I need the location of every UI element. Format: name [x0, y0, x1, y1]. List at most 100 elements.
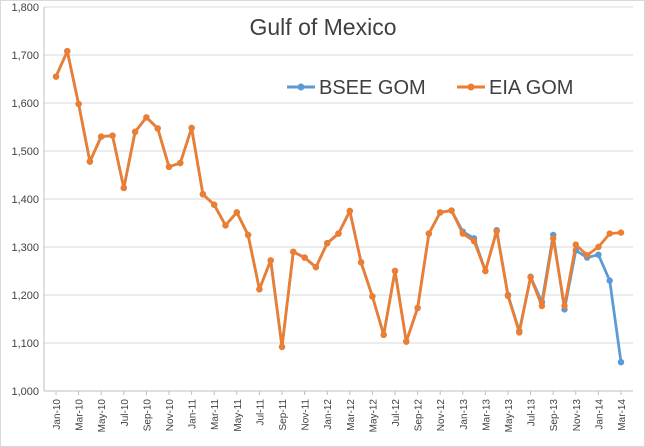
x-tick-label: May-12 [368, 399, 379, 433]
data-point [606, 277, 613, 284]
data-point [256, 286, 263, 293]
data-point [188, 124, 195, 132]
data-point [482, 267, 489, 275]
x-tick-label: Jan-11 [188, 399, 199, 429]
data-point [606, 230, 613, 237]
x-tick-label: Nov-12 [436, 399, 447, 432]
data-point [437, 209, 444, 216]
data-point [98, 133, 105, 140]
x-tick-label: Sep-10 [142, 399, 153, 432]
data-point [278, 343, 286, 351]
x-tick-label: Mar-12 [346, 399, 357, 431]
x-tick-label: Nov-10 [165, 399, 176, 432]
legend-swatch-marker [467, 83, 475, 91]
data-point [572, 241, 579, 248]
data-point [459, 230, 466, 237]
data-point [380, 331, 387, 339]
data-point [346, 207, 353, 215]
data-point [335, 230, 342, 237]
y-tick-label: 1,600 [11, 98, 39, 110]
data-point [64, 47, 71, 55]
data-point [595, 243, 602, 251]
x-tick-label: Mar-13 [481, 399, 492, 431]
data-point [177, 159, 184, 167]
data-point [470, 238, 478, 245]
x-tick-label: Jan-12 [323, 399, 334, 430]
data-point [561, 302, 568, 310]
chart-title: Gulf of Mexico [250, 14, 397, 40]
x-tick-label: Jul-10 [120, 399, 131, 427]
data-point [425, 230, 433, 237]
x-tick-label: Mar-11 [210, 399, 221, 430]
x-tick-label: Mar-14 [617, 399, 628, 431]
data-point [301, 254, 308, 261]
data-point [324, 239, 331, 247]
data-point [75, 100, 82, 108]
y-tick-label: 1,400 [11, 194, 39, 206]
data-point [538, 302, 546, 310]
data-point [369, 293, 376, 300]
x-tick-label: Jan-13 [459, 399, 470, 430]
data-point [493, 227, 500, 235]
x-tick-label: Jan-10 [52, 399, 63, 430]
data-point [131, 128, 139, 135]
x-tick-label: Jul-12 [391, 399, 402, 427]
axes: 1,000 1,100 1,200 1,300 1,400 1,500 1,600 1,700… [11, 2, 633, 432]
y-tick-label: 1,200 [11, 290, 39, 302]
data-point [267, 257, 274, 264]
y-tick-label: 1,000 [11, 386, 39, 398]
x-tick-label: Mar-10 [75, 399, 86, 431]
data-point [154, 125, 161, 132]
data-point [52, 73, 60, 80]
data-point [504, 292, 512, 300]
legend: BSEE GOM EIA GOM [287, 77, 573, 99]
data-point [199, 191, 207, 198]
x-tick-label: Nov-11 [301, 399, 312, 431]
legend-item: BSEE GOM [287, 77, 426, 99]
x-tick-label: Sep-12 [414, 399, 425, 432]
x-tick-label: Sep-13 [549, 399, 560, 432]
data-point [165, 163, 173, 171]
series-lines [52, 47, 625, 366]
legend-label: BSEE GOM [319, 77, 426, 99]
y-tick-label: 1,300 [11, 242, 39, 254]
data-point [550, 235, 557, 242]
data-point [403, 338, 410, 345]
data-point [211, 201, 218, 208]
data-point [86, 158, 94, 165]
legend-item: EIA GOM [457, 77, 573, 99]
data-point [120, 184, 128, 192]
legend-swatch-marker [297, 83, 305, 91]
data-point [617, 229, 625, 236]
y-tick-label: 1,800 [11, 2, 39, 14]
y-tick-label: 1,500 [11, 146, 39, 158]
legend-label: EIA GOM [489, 77, 573, 99]
x-tick-label: Nov-13 [572, 399, 583, 432]
data-point [527, 274, 534, 281]
data-point [414, 304, 421, 312]
x-tick-label: May-11 [233, 399, 244, 432]
data-point [617, 359, 625, 366]
data-point [290, 248, 297, 255]
x-tick-label: May-13 [504, 399, 515, 433]
y-tick-label: 1,700 [11, 50, 39, 62]
x-tick-label: Jul-13 [527, 399, 538, 427]
x-tick-label: May-10 [97, 399, 108, 433]
data-point [583, 251, 591, 259]
data-point [391, 267, 399, 275]
data-point [595, 251, 602, 258]
data-point [516, 329, 523, 336]
y-tick-label: 1,100 [11, 338, 39, 350]
data-point [109, 132, 116, 139]
data-point [357, 259, 365, 266]
data-point [143, 114, 150, 121]
data-point [222, 222, 229, 229]
x-tick-label: Jul-11 [255, 399, 266, 426]
data-point [233, 209, 240, 216]
series-eia-gom [52, 47, 625, 351]
data-point [448, 207, 455, 214]
x-tick-label: Jan-14 [594, 399, 605, 430]
data-point [312, 263, 320, 271]
